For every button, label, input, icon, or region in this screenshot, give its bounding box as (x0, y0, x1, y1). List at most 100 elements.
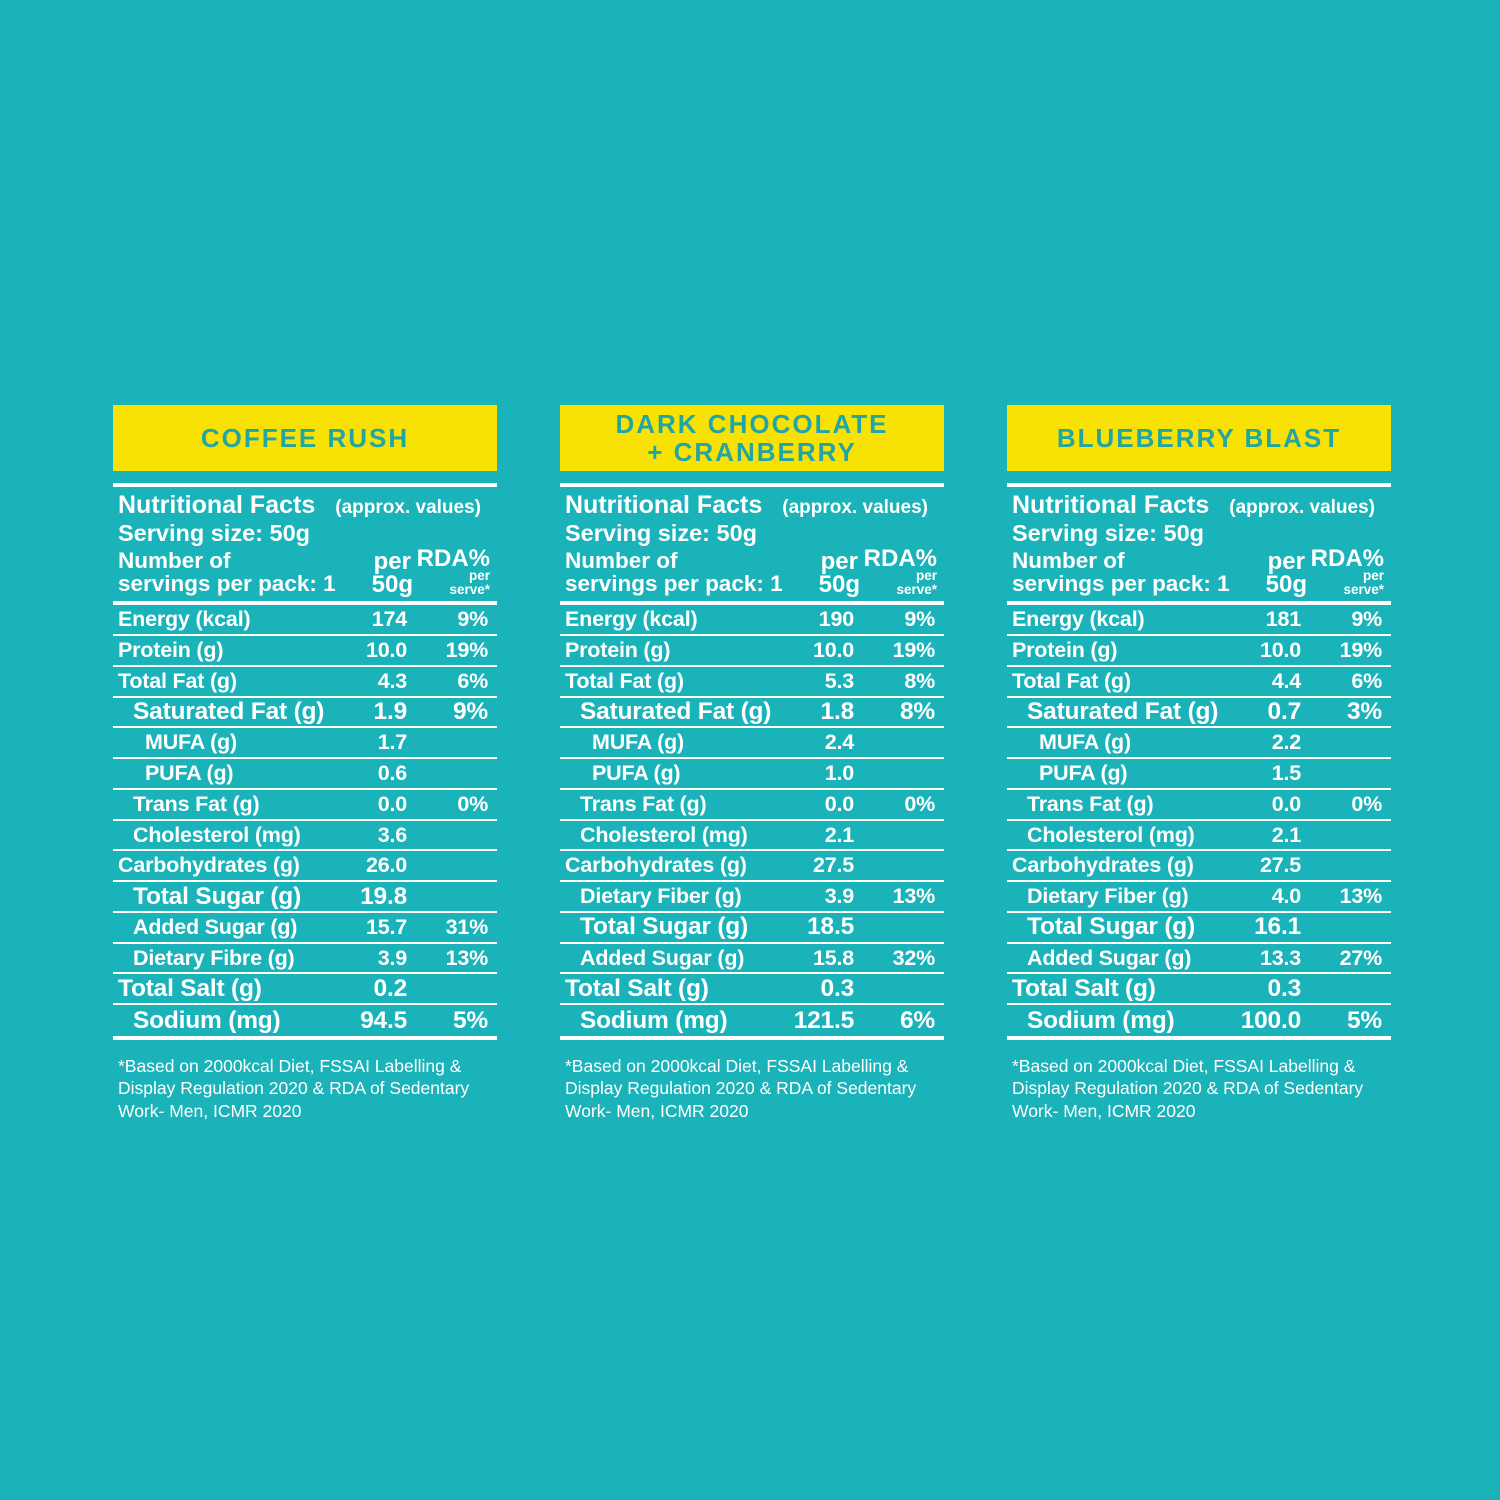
nutrient-label: Cholesterol (mg) (1027, 822, 1195, 847)
nutrient-value: 26.0 (365, 853, 407, 878)
nutrient-row: Carbohydrates (g) 27.5 (1007, 851, 1391, 883)
header-rows-divider (1007, 601, 1391, 606)
flavor-title-band: DARK CHOCOLATE + CRANBERRY (560, 405, 944, 471)
nutrient-row: Added Sugar (g) 15.8 32% (560, 944, 944, 975)
nutrition-panel: BLUEBERRY BLAST Nutritional Facts (appro… (1007, 405, 1391, 1122)
nutrient-row: MUFA (g) 1.7 (113, 728, 497, 760)
servings-per-pack-label: Number of servings per pack: 1 (118, 547, 497, 595)
nutrient-value: 10.0 (1259, 638, 1301, 663)
approx-values-label: (approx. values) (1229, 497, 1375, 518)
nutrient-row: Carbohydrates (g) 26.0 (113, 851, 497, 883)
nutrient-value: 0.2 (373, 974, 408, 1002)
nutrient-rda: 8% (904, 668, 935, 693)
nutrient-row: Protein (g) 10.0 19% (113, 636, 497, 667)
nutrient-value: 27.5 (812, 853, 854, 878)
nutrient-row: PUFA (g) 1.0 (560, 759, 944, 790)
nutrient-rda: 6% (1351, 668, 1382, 693)
nutrient-row: Saturated Fat (g) 1.8 8% (560, 698, 944, 729)
nutrient-label: Trans Fat (g) (580, 791, 707, 816)
nutrient-label: Total Sugar (g) (580, 913, 749, 941)
nutrient-label: PUFA (g) (145, 761, 234, 786)
nutrient-rda: 8% (899, 698, 935, 726)
nutrient-label: Energy (kcal) (565, 607, 698, 632)
nutrient-label: Dietary Fiber (g) (580, 884, 742, 909)
nutrient-value: 13.3 (1259, 945, 1301, 970)
nutrient-rda: 3% (1346, 698, 1382, 726)
nutrient-row: PUFA (g) 0.6 (113, 759, 497, 790)
top-divider (113, 483, 497, 487)
rda-column-header: RDA% per serve* (416, 545, 490, 597)
nutrient-value: 15.8 (812, 945, 854, 970)
serving-size-label: Serving size: 50g (118, 520, 310, 546)
nutrient-row: Sodium (mg) 94.5 5% (113, 1005, 497, 1036)
nutrient-label: Protein (g) (118, 638, 224, 663)
flavor-title: COFFEE RUSH (200, 422, 410, 453)
nutrient-label: Carbohydrates (g) (565, 853, 747, 878)
nutrient-label: MUFA (g) (592, 730, 684, 755)
nutrient-label: PUFA (g) (592, 761, 681, 786)
nutritional-facts-label: Nutritional Facts (118, 491, 316, 519)
servings-line1: Number of (1012, 547, 1125, 573)
nutrient-row: Total Fat (g) 5.3 8% (560, 667, 944, 698)
nutrient-value: 10.0 (812, 638, 854, 663)
flavor-title-band: BLUEBERRY BLAST (1007, 405, 1391, 471)
nutrient-rda: 5% (1346, 1006, 1382, 1034)
approx-values-label: (approx. values) (335, 497, 481, 518)
nutrient-label: Total Fat (g) (565, 668, 684, 693)
per-50g-column-header: per 50g (818, 547, 860, 598)
bottom-divider (1007, 1035, 1391, 1040)
nutrient-row: MUFA (g) 2.4 (560, 728, 944, 760)
nutrient-value: 190 (818, 607, 854, 632)
nutrient-rda: 6% (899, 1006, 935, 1034)
nutrient-value: 1.9 (373, 698, 408, 726)
servings-line1: Number of (565, 547, 678, 573)
flavor-title: BLUEBERRY BLAST (1056, 422, 1342, 453)
nutrient-value: 15.7 (365, 914, 407, 939)
nutrient-label: Total Fat (g) (1012, 668, 1131, 693)
nutrient-label: Added Sugar (g) (133, 914, 298, 939)
nutrient-value: 0.7 (1267, 698, 1302, 726)
nutrient-rda: 9% (452, 698, 488, 726)
rda-column-header: RDA% per serve* (1310, 545, 1384, 597)
nutrient-value: 4.3 (377, 668, 407, 693)
nutritional-facts-label: Nutritional Facts (565, 491, 763, 519)
nutrition-panels: COFFEE RUSH Nutritional Facts (approx. v… (113, 405, 1391, 1122)
nutrient-value: 2.1 (1271, 822, 1301, 847)
facts-header: Nutritional Facts (approx. values) Servi… (113, 487, 497, 601)
nutrient-rda: 27% (1339, 945, 1383, 970)
nutrient-row: Dietary Fiber (g) 3.9 13% (560, 882, 944, 913)
flavor-title-band: COFFEE RUSH (113, 405, 497, 471)
nutrient-value: 10.0 (365, 638, 407, 663)
nutrient-value: 0.6 (377, 761, 407, 786)
nutrient-row: Energy (kcal) 190 9% (560, 605, 944, 637)
nutrition-panel: DARK CHOCOLATE + CRANBERRY Nutritional F… (560, 405, 944, 1122)
nutrient-row: Total Salt (g) 0.3 (560, 974, 944, 1006)
nutrient-label: Total Sugar (g) (1027, 913, 1196, 941)
nutrient-label: Trans Fat (g) (133, 791, 260, 816)
nutrient-row: Cholesterol (mg) 2.1 (560, 821, 944, 852)
nutrient-row: Total Sugar (g) 18.5 (560, 913, 944, 944)
nutrient-label: Energy (kcal) (118, 607, 251, 632)
nutrition-panel: COFFEE RUSH Nutritional Facts (approx. v… (113, 405, 497, 1122)
nutrient-rda: 13% (445, 945, 489, 970)
nutrient-label: Sodium (mg) (580, 1006, 728, 1034)
servings-line1: Number of (118, 547, 231, 573)
nutrient-value: 1.7 (377, 730, 407, 755)
serving-size-label: Serving size: 50g (565, 520, 757, 546)
nutrient-rda: 31% (445, 914, 489, 939)
nutrient-value: 3.9 (377, 945, 407, 970)
nutrient-row: PUFA (g) 1.5 (1007, 759, 1391, 790)
nutrient-label: Total Salt (g) (118, 974, 262, 1002)
nutrient-rda: 9% (457, 607, 488, 632)
nutrient-label: Dietary Fiber (g) (1027, 884, 1189, 909)
nutrient-value: 0.0 (377, 791, 407, 816)
bottom-divider (560, 1035, 944, 1040)
nutrient-rows: Energy (kcal) 174 9% Protein (g) 10.0 19… (113, 605, 497, 1036)
nutrient-label: Total Salt (g) (565, 974, 709, 1002)
nutrient-value: 19.8 (360, 882, 407, 910)
nutrient-value: 0.3 (820, 974, 855, 1002)
nutrient-rda: 19% (445, 638, 489, 663)
nutrient-value: 0.0 (824, 791, 854, 816)
nutrient-row: Saturated Fat (g) 1.9 9% (113, 698, 497, 729)
nutrient-row: Protein (g) 10.0 19% (560, 636, 944, 667)
